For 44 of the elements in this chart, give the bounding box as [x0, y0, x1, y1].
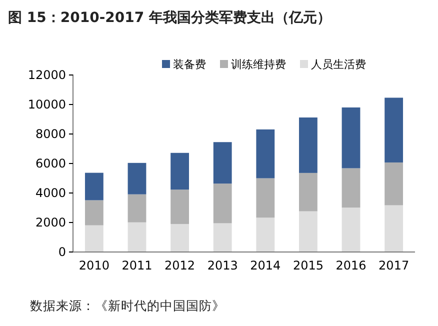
bar: [213, 184, 232, 224]
legend-label: 训练维持费: [231, 58, 286, 71]
bar: [342, 208, 360, 252]
bar: [128, 222, 146, 252]
bar: [256, 178, 275, 218]
bar: [170, 152, 189, 190]
bar: [384, 98, 404, 162]
bar: [170, 224, 189, 252]
chart-title: 图 15：2010-2017 年我国分类军费支出（亿元）: [8, 10, 331, 26]
x-tick-label: 2013: [207, 258, 238, 273]
y-tick-label: 6000: [35, 156, 66, 170]
y-tick-label: 0: [58, 244, 66, 259]
bar: [342, 107, 360, 168]
legend-label: 人员生活费: [311, 58, 366, 71]
y-tick-label: 4000: [35, 186, 66, 200]
bar: [84, 225, 104, 252]
bar: [342, 168, 360, 208]
legend-label: 装备费: [173, 58, 206, 71]
x-tick-label: 2011: [122, 258, 152, 273]
bar: [213, 223, 232, 252]
bar: [299, 172, 318, 212]
bar: [128, 194, 146, 222]
bar: [299, 117, 318, 173]
bar: [384, 162, 404, 206]
y-tick-label: 12000: [28, 68, 66, 82]
y-tick-label: 8000: [35, 126, 66, 141]
x-tick-label: 2012: [164, 258, 196, 273]
bar: [128, 162, 146, 194]
x-tick-label: 2014: [250, 258, 281, 273]
bar: [84, 172, 104, 200]
bar: [256, 129, 275, 178]
source-note: 数据来源：《新时代的中国国防》: [30, 298, 225, 313]
bar: [84, 200, 104, 226]
y-tick-label: 2000: [35, 215, 66, 230]
bar: [256, 218, 275, 252]
bar: [299, 211, 318, 252]
bar: [170, 190, 189, 224]
y-tick-label: 10000: [28, 97, 66, 112]
bar: [384, 205, 404, 252]
x-tick-label: 2017: [378, 258, 410, 273]
x-tick-label: 2010: [78, 258, 110, 273]
x-tick-label: 2015: [292, 258, 324, 273]
bar: [213, 142, 232, 184]
x-tick-label: 2016: [336, 258, 366, 273]
